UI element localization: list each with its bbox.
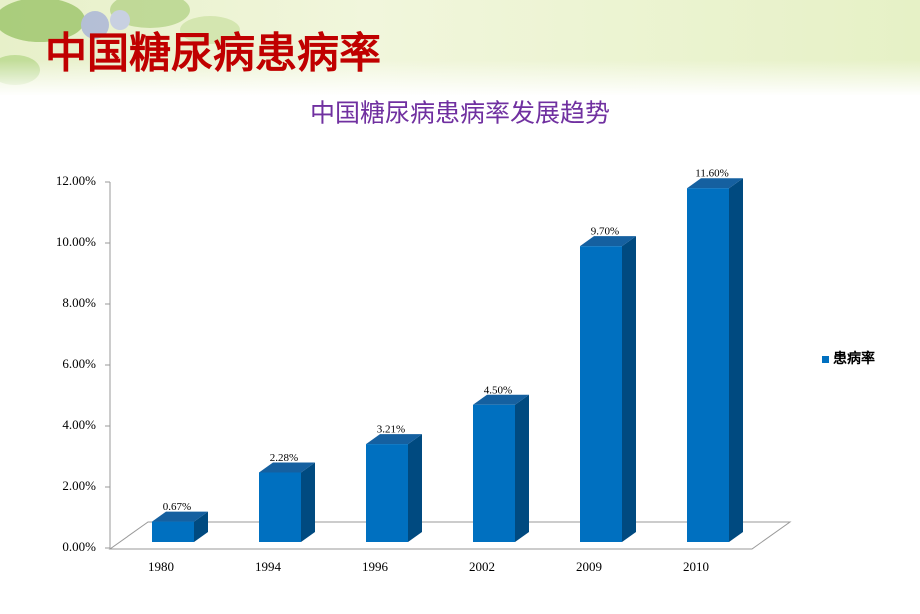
value-label: 4.50% — [484, 384, 512, 396]
header-fade — [0, 60, 920, 96]
bar-top — [259, 462, 315, 473]
bar-top — [473, 394, 529, 405]
bar — [152, 521, 194, 542]
bar — [473, 404, 515, 542]
bar-side — [194, 511, 208, 542]
legend-label: 患病率 — [833, 350, 875, 367]
chart-title: 中国糖尿病患病率发展趋势 — [310, 100, 610, 128]
x-tick-label: 1996 — [362, 559, 389, 574]
y-tick-label: 6.00% — [62, 356, 96, 371]
bar — [580, 246, 622, 542]
bar-top — [152, 511, 208, 522]
bar-top — [687, 178, 743, 189]
bar-top — [366, 434, 422, 445]
value-label: 0.67% — [163, 501, 191, 513]
y-tick-label: 0.00% — [62, 539, 96, 554]
x-tick-label: 2010 — [683, 559, 709, 574]
bar — [259, 472, 301, 542]
value-label: 3.21% — [377, 424, 405, 436]
bar-top — [580, 236, 636, 247]
bar — [687, 188, 729, 542]
y-tick-label: 8.00% — [62, 295, 96, 310]
x-tick-label: 1980 — [148, 559, 174, 574]
slide-title: 中国糖尿病患病率 — [45, 31, 381, 78]
y-tick-label: 10.00% — [56, 234, 96, 249]
bar-side — [408, 434, 422, 542]
bar-side — [301, 462, 315, 542]
x-tick-label: 2002 — [469, 559, 495, 574]
bar-side — [515, 394, 529, 542]
value-label: 9.70% — [591, 226, 619, 238]
bar-side — [729, 178, 743, 542]
legend-swatch — [822, 356, 829, 363]
x-tick-label: 1994 — [255, 559, 282, 574]
y-tick-label: 4.00% — [62, 417, 96, 432]
value-label: 2.28% — [270, 452, 298, 464]
bar — [366, 444, 408, 542]
value-label: 11.60% — [695, 168, 729, 180]
bar-side — [622, 236, 636, 542]
y-tick-label: 12.00% — [56, 173, 96, 188]
y-tick-label: 2.00% — [62, 478, 96, 493]
x-tick-label: 2009 — [576, 559, 602, 574]
